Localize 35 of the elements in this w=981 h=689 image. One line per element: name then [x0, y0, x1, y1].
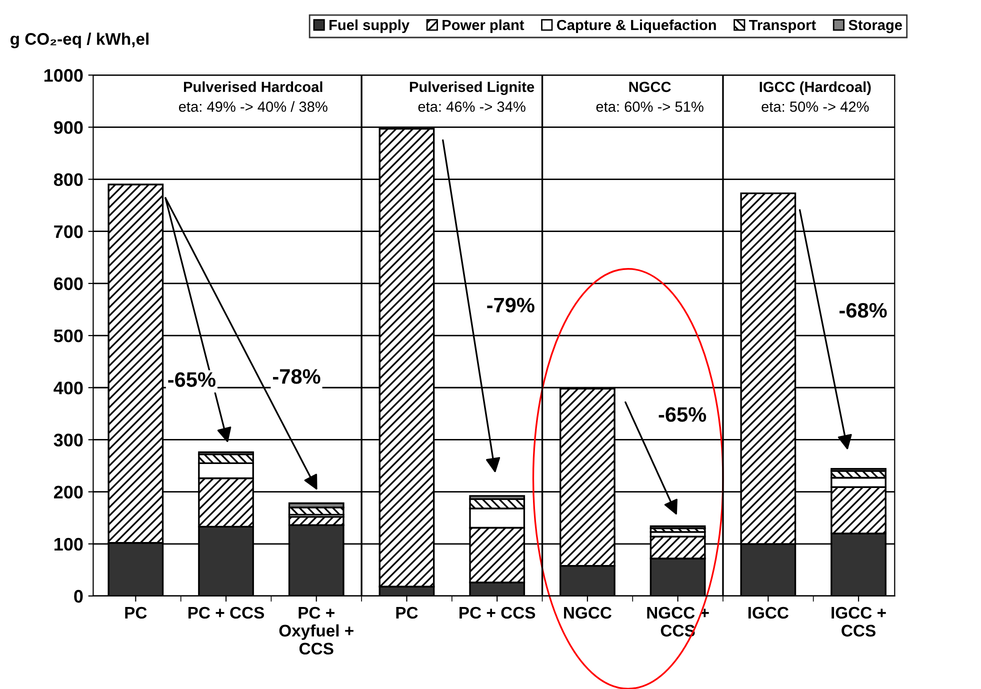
x-tick-label: PC + CCS — [460, 606, 536, 619]
annotation: Pulverised Hardcoal eta: 49% -> 40% / 38% — [178, 81, 328, 112]
annotation: -65% — [658, 407, 706, 422]
x-tick-label: PC — [396, 606, 418, 619]
y-tick-label: 300 — [54, 434, 83, 446]
x-tick-label: NGCC — [564, 606, 612, 619]
y-tick-label: 600 — [54, 277, 83, 290]
annotation: -78% — [273, 369, 320, 384]
legend-label: Power plant — [442, 19, 524, 34]
x-tick-label: PC — [125, 606, 147, 619]
bar — [650, 525, 706, 530]
x-tick-label: PC + Oxyfuel + CCS — [279, 606, 354, 655]
y-tick-label: 500 — [54, 329, 83, 342]
annotation: IGCC (Hardcoal) eta: 50% -> 42% — [760, 81, 871, 112]
y-tick-label: 100 — [54, 538, 83, 551]
legend-label: Transport — [749, 20, 816, 34]
annotation: -79% — [487, 298, 534, 312]
legend-label: Capture & Liquefaction — [556, 19, 716, 34]
y-tick-label: 200 — [54, 486, 83, 499]
y-tick-label: 0 — [74, 590, 83, 603]
y-tick-label: 800 — [54, 173, 83, 186]
annotation: -65% — [168, 372, 216, 387]
y-tick-label: 900 — [54, 121, 83, 134]
y-axis-title: g CO₂-eq / kWh,el — [10, 32, 148, 48]
y-tick-label: 400 — [54, 382, 83, 394]
y-tick-label: 1000 — [44, 69, 83, 82]
legend-label: Storage — [848, 20, 902, 34]
y-tick-label: 700 — [54, 225, 83, 238]
legend-label: Fuel supply — [330, 19, 410, 34]
annotation: NGCC eta: 60% -> 51% — [596, 82, 704, 112]
annotation: Pulverised Lignite eta: 46% -> 34% — [410, 81, 534, 112]
x-tick-label: PC + CCS — [188, 606, 264, 619]
x-tick-label: IGCC + CCS — [832, 606, 886, 637]
annotation: -68% — [840, 302, 887, 318]
x-tick-label: IGCC — [748, 606, 789, 619]
